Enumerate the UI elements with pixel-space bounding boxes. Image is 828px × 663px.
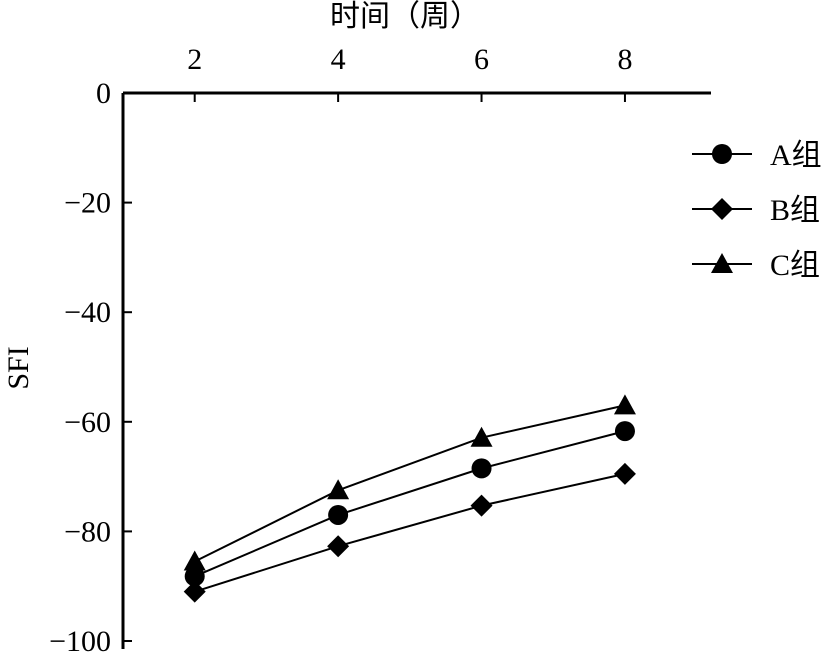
data-point xyxy=(327,479,350,500)
data-point xyxy=(327,535,350,558)
y-tick-label: −60 xyxy=(64,406,111,439)
y-tick-label: −40 xyxy=(64,296,111,329)
series-layer xyxy=(183,394,636,603)
y-tick-label: −80 xyxy=(64,515,111,548)
data-point xyxy=(328,504,349,525)
y-tick-label: 0 xyxy=(96,77,111,110)
series-circle xyxy=(184,421,635,587)
series-triangle xyxy=(183,394,636,571)
x-tick-label: 2 xyxy=(187,43,202,76)
series-line xyxy=(194,472,626,593)
data-point xyxy=(471,458,492,479)
legend-label: B组 xyxy=(770,194,820,227)
legend-item: B组 xyxy=(692,194,820,227)
series-line xyxy=(194,430,626,578)
x-axis-title: 时间（周） xyxy=(330,0,480,33)
series-diamond xyxy=(183,462,636,603)
series-line xyxy=(194,404,626,563)
legend-label: C组 xyxy=(770,249,820,282)
legend: A组 B组 C组 xyxy=(692,139,822,282)
data-point xyxy=(613,462,636,485)
legend-label: A组 xyxy=(770,139,822,172)
x-tick-label: 4 xyxy=(331,43,346,76)
data-point xyxy=(183,580,206,603)
legend-item: A组 xyxy=(692,139,822,172)
data-point xyxy=(183,550,206,571)
axes: 2 4 6 8 0 −20 −40 −60 −80 −100 xyxy=(49,43,711,658)
legend-marker xyxy=(711,198,733,220)
y-axis-title: SFI xyxy=(2,346,35,389)
data-point xyxy=(470,494,493,517)
legend-item: C组 xyxy=(692,249,820,282)
x-tick-label: 6 xyxy=(474,43,489,76)
data-point xyxy=(184,566,205,587)
data-point xyxy=(470,426,493,447)
x-tick-label: 8 xyxy=(617,43,632,76)
data-point xyxy=(613,394,636,415)
legend-marker xyxy=(712,144,732,164)
y-tick-label: −100 xyxy=(49,625,111,658)
data-point xyxy=(614,421,635,442)
y-tick-label: −20 xyxy=(64,187,111,220)
legend-marker xyxy=(711,253,733,273)
